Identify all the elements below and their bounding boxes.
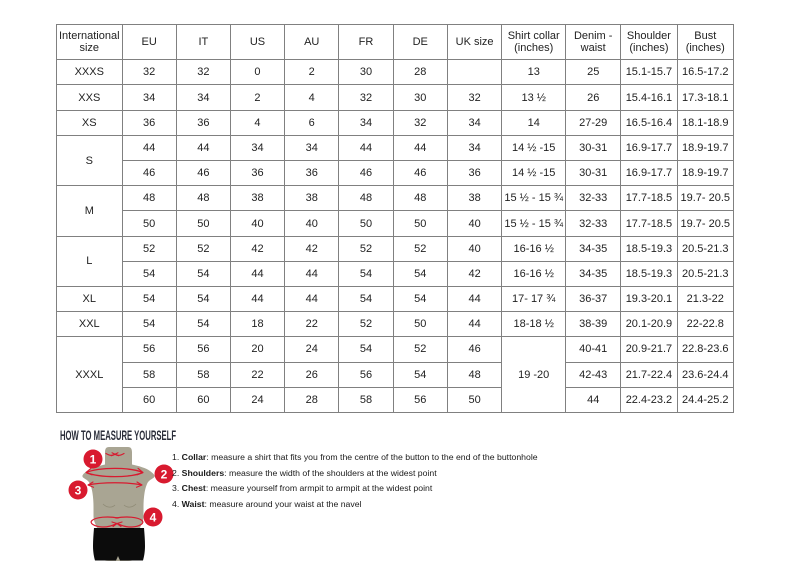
svg-text:2: 2 xyxy=(160,467,167,481)
svg-text:3: 3 xyxy=(74,483,81,497)
svg-text:4: 4 xyxy=(150,510,157,524)
svg-text:1: 1 xyxy=(89,452,96,466)
